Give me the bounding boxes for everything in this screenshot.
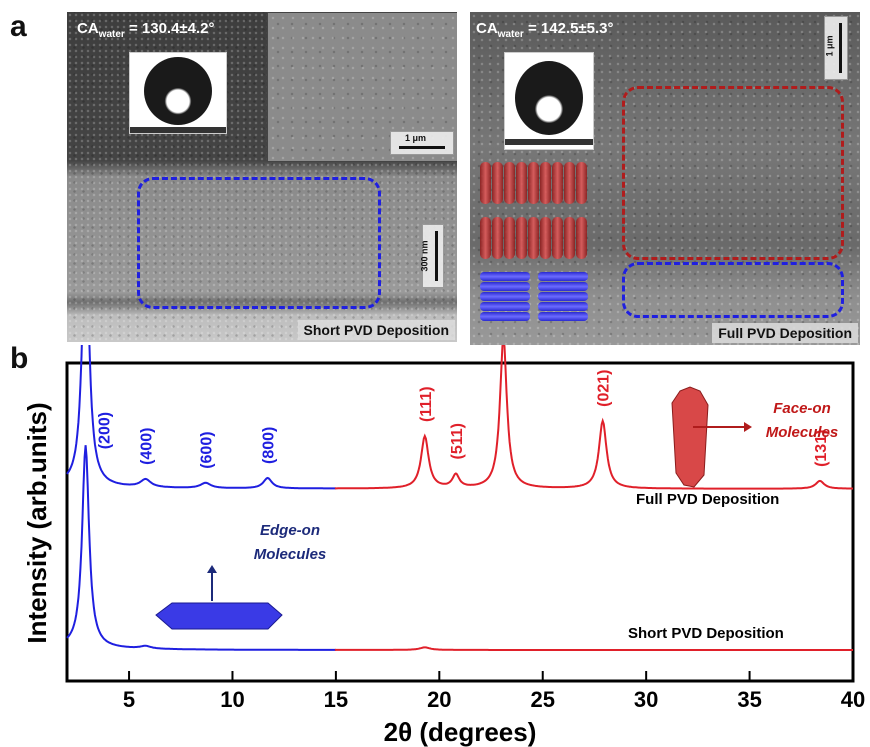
x-tick-label: 5: [123, 687, 135, 712]
edge-on-molecule: [480, 302, 530, 311]
x-tick-label: 40: [841, 687, 865, 712]
peak-label: (200): [97, 412, 114, 449]
x-axis-label: 2θ (degrees): [384, 717, 537, 747]
face-on-arrow-head: [744, 422, 752, 432]
face-on-molecule: [480, 162, 491, 204]
series-line-high-angle: [334, 345, 854, 490]
edge-on-molecule-icon: [155, 602, 283, 630]
peak-labels: (200)(400)(600)(800)(111)(511)(020)(021)…: [97, 370, 830, 469]
cross-section-highlight-box: [137, 177, 381, 309]
contact-angle-label: CAwater = 142.5±5.3°: [476, 20, 614, 40]
edge-on-label: Molecules: [254, 546, 327, 563]
side-scale-label: 300 nm: [419, 240, 430, 272]
x-tick-label: 20: [427, 687, 451, 712]
face-on-label: Face-on: [773, 400, 831, 417]
face-on-molecule: [552, 162, 563, 204]
x-tick-label: 25: [530, 687, 554, 712]
side-scale-bar: 300 nm: [419, 224, 444, 288]
face-on-molecule: [516, 162, 527, 204]
droplet-icon: [144, 57, 212, 125]
water-droplet-image: [129, 52, 227, 134]
edge-on-molecule: [480, 312, 530, 321]
peak-label: (111): [418, 386, 435, 422]
sem-inset-top-view: 1 μm: [267, 12, 457, 162]
peak-label: (400): [139, 428, 156, 465]
plot-frame: [65, 361, 855, 683]
peak-label: (511): [449, 423, 466, 459]
x-tick-label: 10: [220, 687, 244, 712]
droplet-icon: [515, 61, 583, 135]
face-on-molecule: [528, 217, 539, 259]
inset-scale-bar: 1 μm: [390, 131, 454, 155]
sem-image-short-pvd: 1 μm CAwater = 130.4±4.2° 300 nm Short P…: [67, 12, 457, 342]
face-on-molecule: [564, 162, 575, 204]
face-on-molecule: [552, 217, 563, 259]
face-on-molecule: [516, 217, 527, 259]
panel-letter-a: a: [10, 10, 27, 43]
annotations: Face-on Molecules Edge-on Molecules: [155, 386, 839, 630]
face-on-molecule: [564, 217, 575, 259]
peak-label: (800): [261, 427, 278, 464]
side-scale-bar: 1 μm: [824, 16, 848, 80]
sem-image-full-pvd: CAwater = 142.5±5.3° 1 μm Full PVD Depos…: [470, 12, 860, 345]
face-on-molecule: [540, 217, 551, 259]
edge-on-molecule: [538, 292, 588, 301]
water-droplet-image: [504, 52, 594, 150]
face-on-molecule: [528, 162, 539, 204]
x-tick-label: 30: [634, 687, 658, 712]
edge-on-molecule: [480, 282, 530, 291]
inset-scale-label: 1 μm: [405, 133, 427, 143]
xrd-curves: Full PVD Deposition Short PVD Deposition: [66, 345, 854, 651]
face-on-molecule: [480, 217, 491, 259]
face-on-region-box: [622, 86, 844, 260]
y-axis-label: Intensity (arb.units): [22, 402, 52, 643]
sem-caption-full: Full PVD Deposition: [712, 323, 858, 343]
face-on-molecule: [504, 217, 515, 259]
face-on-molecule: [576, 162, 587, 204]
edge-on-arrow-head: [207, 565, 217, 573]
edge-on-molecule: [480, 292, 530, 301]
series-line-low-angle: [66, 345, 336, 490]
peak-label: (600): [199, 431, 216, 468]
face-on-label: Molecules: [766, 424, 839, 441]
series-line-high-angle: [334, 646, 853, 651]
sem-caption-short: Short PVD Deposition: [297, 320, 455, 340]
x-tick-label: 35: [737, 687, 761, 712]
edge-on-label: Edge-on: [260, 522, 320, 539]
xrd-chart: 5 10 15 20 25 30 35 40 Full PVD Deposition Short…: [22, 345, 865, 747]
edge-on-molecule: [538, 302, 588, 311]
face-on-molecule: [492, 162, 503, 204]
edge-on-molecule: [538, 282, 588, 291]
face-on-molecule: [576, 217, 587, 259]
edge-on-molecule: [538, 312, 588, 321]
series-name: Full PVD Deposition: [636, 491, 779, 508]
series-name: Short PVD Deposition: [628, 625, 784, 642]
peak-label: (131): [813, 430, 830, 467]
contact-angle-label: CAwater = 130.4±4.2°: [77, 20, 215, 40]
edge-on-molecule: [538, 272, 588, 281]
edge-on-region-box: [622, 262, 844, 318]
x-axis-ticks: 5 10 15 20 25 30 35 40: [123, 671, 865, 712]
face-on-molecule: [504, 162, 515, 204]
panel-letter-b: b: [10, 342, 29, 375]
peak-label: (021): [596, 370, 613, 407]
face-on-molecule: [492, 217, 503, 259]
edge-on-molecule: [480, 272, 530, 281]
x-tick-label: 15: [324, 687, 348, 712]
side-scale-label: 1 μm: [824, 35, 835, 57]
face-on-molecule-icon: [671, 386, 709, 488]
face-on-molecule: [540, 162, 551, 204]
series-line-low-angle: [66, 445, 336, 651]
